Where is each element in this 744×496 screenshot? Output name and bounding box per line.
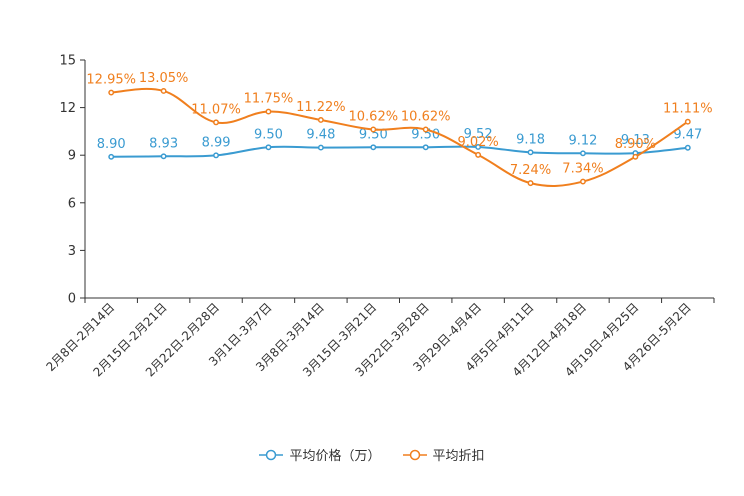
data-label-discount: 10.62% xyxy=(349,109,399,124)
y-tick-label: 0 xyxy=(68,292,76,307)
data-point-price[interactable] xyxy=(370,144,377,151)
data-label-discount: 11.75% xyxy=(244,92,294,107)
legend: 平均价格（万） 平均折扣 xyxy=(0,445,744,464)
data-label-price: 9.12 xyxy=(568,133,597,148)
series-line-price xyxy=(111,145,688,158)
data-point-discount[interactable] xyxy=(580,178,586,185)
data-label-discount: 11.07% xyxy=(191,102,241,117)
data-point-price[interactable] xyxy=(475,143,482,150)
y-tick-label: 3 xyxy=(68,244,76,259)
data-point-price[interactable] xyxy=(265,144,272,151)
data-point-discount[interactable] xyxy=(527,180,534,187)
y-tick-label: 15 xyxy=(59,54,76,69)
data-point-price[interactable] xyxy=(422,144,429,151)
data-label-discount: 13.05% xyxy=(139,71,189,86)
legend-discount-label: 平均折扣 xyxy=(432,449,485,464)
data-label-discount: 7.34% xyxy=(562,162,603,177)
legend-price-marker-icon xyxy=(259,449,284,460)
data-label-discount: 8.90% xyxy=(615,137,656,152)
data-point-discount[interactable] xyxy=(632,153,639,160)
data-point-price[interactable] xyxy=(213,152,219,159)
data-point-discount[interactable] xyxy=(684,118,691,125)
data-label-discount: 10.62% xyxy=(401,109,451,124)
data-label-price: 8.93 xyxy=(149,136,178,151)
data-label-discount: 9.02% xyxy=(457,135,498,150)
data-point-discount[interactable] xyxy=(213,119,219,126)
data-label-price: 8.90 xyxy=(97,137,126,152)
data-point-discount[interactable] xyxy=(265,108,272,115)
series-line-discount xyxy=(111,87,689,187)
data-label-price: 9.18 xyxy=(516,132,545,147)
data-point-discount[interactable] xyxy=(317,117,324,123)
data-label-price: 9.13 xyxy=(621,133,650,148)
data-point-price[interactable] xyxy=(108,153,115,160)
legend-discount-marker-icon xyxy=(402,449,427,460)
y-tick-label: 9 xyxy=(68,149,76,164)
data-point-price[interactable] xyxy=(527,149,534,156)
data-label-price: 9.50 xyxy=(254,127,283,142)
y-tick-label: 6 xyxy=(68,196,76,211)
data-point-discount[interactable] xyxy=(475,151,482,158)
data-label-discount: 11.11% xyxy=(663,102,713,117)
legend-item-price[interactable]: 平均价格（万） xyxy=(259,445,381,464)
data-label-discount: 7.24% xyxy=(510,163,551,178)
data-point-price[interactable] xyxy=(580,150,586,157)
data-label-price: 9.47 xyxy=(673,128,702,143)
data-label-price: 9.48 xyxy=(306,128,335,143)
data-point-price[interactable] xyxy=(317,144,324,151)
data-label-price: 9.50 xyxy=(359,127,388,142)
data-point-discount[interactable] xyxy=(160,87,167,94)
data-point-discount[interactable] xyxy=(108,89,115,96)
data-point-discount[interactable] xyxy=(370,126,377,133)
data-label-discount: 11.22% xyxy=(296,100,346,115)
data-label-discount: 12.95% xyxy=(86,73,136,88)
data-point-discount[interactable] xyxy=(422,126,429,133)
data-point-price[interactable] xyxy=(160,153,167,160)
legend-price-label: 平均价格（万） xyxy=(289,449,381,464)
data-point-price[interactable] xyxy=(684,144,691,151)
legend-item-discount[interactable]: 平均折扣 xyxy=(402,445,485,464)
data-label-price: 9.52 xyxy=(464,127,493,142)
y-tick-label: 12 xyxy=(59,101,76,116)
data-label-price: 8.99 xyxy=(202,135,231,150)
